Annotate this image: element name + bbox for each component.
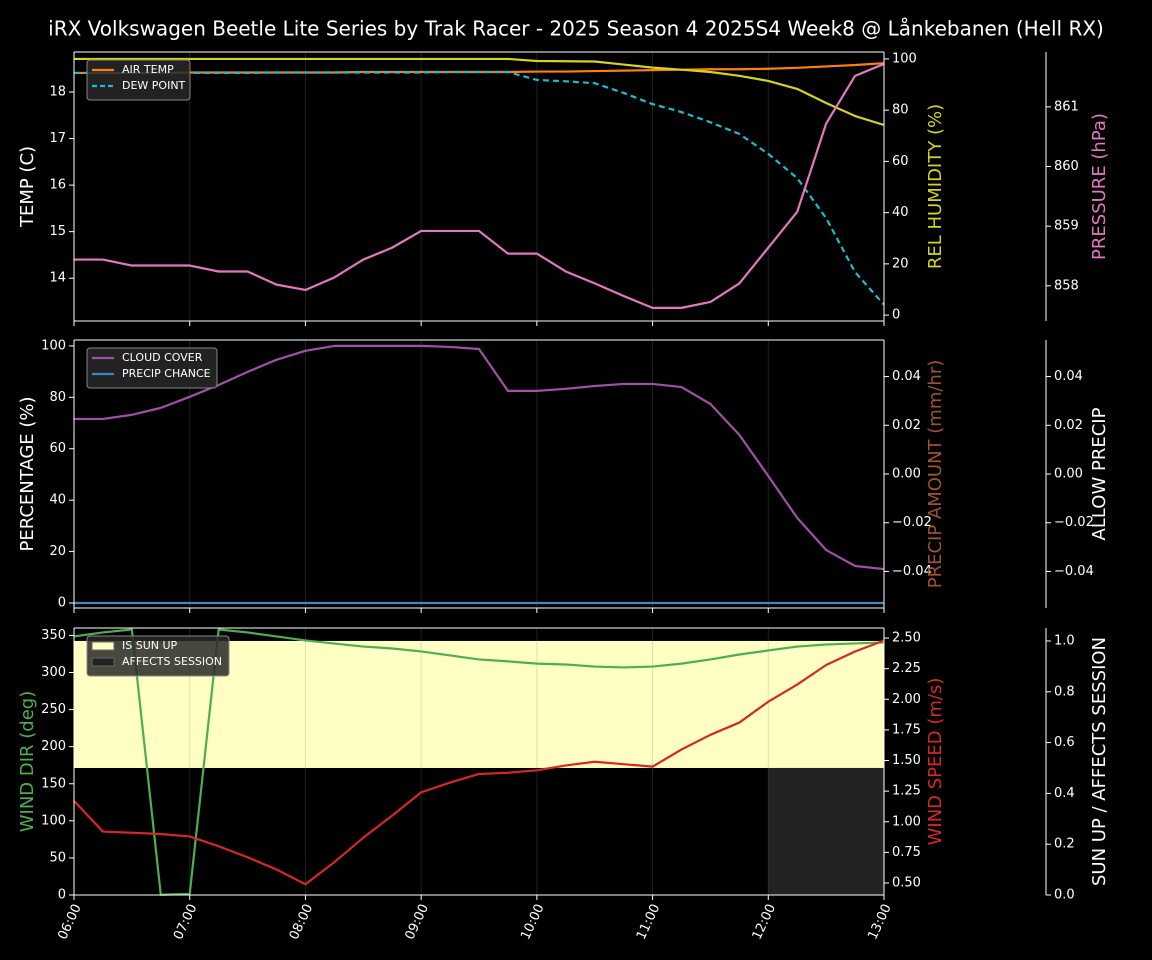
y-tick-label: 40 — [49, 493, 66, 508]
legend-label: AFFECTS SESSION — [122, 655, 222, 668]
y-tick-label: 250 — [41, 702, 66, 717]
y-tick-label: 0.0 — [1054, 888, 1075, 903]
y-tick-label: 0.4 — [1054, 786, 1075, 801]
y-tick-label: 0.00 — [892, 467, 921, 482]
legend-label: AIR TEMP — [122, 63, 174, 76]
y-tick-label: 350 — [41, 628, 66, 643]
y-tick-label: 859 — [1054, 219, 1079, 234]
y-tick-label: −0.02 — [892, 515, 932, 530]
y-tick-label: 860 — [1054, 159, 1079, 174]
chart-title: iRX Volkswagen Beetle Lite Series by Tra… — [48, 17, 1104, 41]
y-tick-label: 14 — [49, 271, 66, 286]
y-tick-label: 80 — [892, 103, 909, 118]
y-tick-label: 100 — [892, 51, 917, 66]
y-tick-label: 0.04 — [892, 369, 921, 384]
y-tick-label: 80 — [49, 390, 66, 405]
line — [73, 639, 885, 886]
line — [74, 62, 885, 309]
y-tick-label: 60 — [892, 154, 909, 169]
y-tick-label: −0.04 — [892, 564, 932, 579]
axis-label: PRECIP AMOUNT (mm/hr) — [925, 360, 946, 589]
y-tick-label: 0.50 — [892, 875, 921, 890]
y-tick-label: 1.75 — [892, 722, 921, 737]
y-tick-label: 0.02 — [892, 418, 921, 433]
plot-area — [74, 52, 884, 321]
y-tick-label: 0 — [58, 595, 66, 610]
y-tick-label: 18 — [49, 85, 66, 100]
legend-box — [86, 347, 218, 389]
y-tick-label: 16 — [49, 178, 66, 193]
legend-box — [86, 635, 230, 677]
axis-label: SUN UP / AFFECTS SESSION — [1089, 637, 1110, 886]
y-tick-label: 0 — [892, 308, 900, 323]
legend-label: CLOUD COVER — [122, 351, 203, 364]
y-tick-label: −0.04 — [1054, 564, 1094, 579]
y-tick-label: 200 — [41, 739, 66, 754]
y-tick-label: 100 — [41, 338, 66, 353]
y-tick-label: 0.04 — [1054, 369, 1083, 384]
y-tick-label: 20 — [49, 544, 66, 559]
y-tick-label: 15 — [49, 224, 66, 239]
line — [74, 344, 885, 571]
axis-label: WIND DIR (deg) — [17, 691, 38, 833]
y-tick-label: 0.02 — [1054, 418, 1083, 433]
y-tick-label: 2.00 — [892, 692, 921, 707]
y-tick-label: 1.00 — [892, 814, 921, 829]
y-tick-label: 100 — [41, 813, 66, 828]
y-tick-label: 2.25 — [892, 661, 921, 676]
y-tick-label: 0.2 — [1054, 837, 1075, 852]
y-tick-label: 50 — [49, 850, 66, 865]
area — [768, 767, 884, 895]
y-tick-label: 0 — [58, 888, 66, 903]
line — [73, 628, 885, 896]
axis-label: REL HUMIDITY (%) — [925, 104, 946, 269]
y-tick-label: 60 — [49, 441, 66, 456]
y-tick-label: 40 — [892, 205, 909, 220]
y-tick-label: 861 — [1054, 99, 1079, 114]
axis-label: ALLOW PRECIP — [1089, 407, 1110, 540]
legend-swatch — [91, 641, 115, 651]
y-tick-label: 20 — [892, 256, 909, 271]
y-tick-label: 0.75 — [892, 845, 921, 860]
legend-label: DEW POINT — [122, 79, 186, 92]
legend-swatch — [91, 657, 115, 667]
y-tick-label: 0.00 — [1054, 467, 1083, 482]
y-tick-label: 0.6 — [1054, 735, 1075, 750]
y-tick-label: 858 — [1054, 278, 1079, 293]
y-tick-label: 17 — [49, 131, 66, 146]
y-tick-label: 300 — [41, 665, 66, 680]
y-tick-label: 1.25 — [892, 784, 921, 799]
y-tick-label: 1.0 — [1054, 633, 1075, 648]
y-tick-label: −0.02 — [1054, 515, 1094, 530]
y-tick-label: 0.8 — [1054, 684, 1075, 699]
axis-label: WIND SPEED (m/s) — [925, 678, 946, 846]
line — [74, 57, 885, 127]
y-tick-label: 150 — [41, 776, 66, 791]
y-tick-label: 1.50 — [892, 753, 921, 768]
y-tick-label: 2.50 — [892, 631, 921, 646]
legend-label: PRECIP CHANCE — [122, 367, 211, 380]
legend-label: IS SUN UP — [122, 639, 178, 652]
axis-label: TEMP (C) — [17, 146, 38, 228]
line — [74, 70, 885, 306]
axis-label: PERCENTAGE (%) — [17, 396, 38, 551]
axis-label: PRESSURE (hPa) — [1089, 113, 1110, 260]
